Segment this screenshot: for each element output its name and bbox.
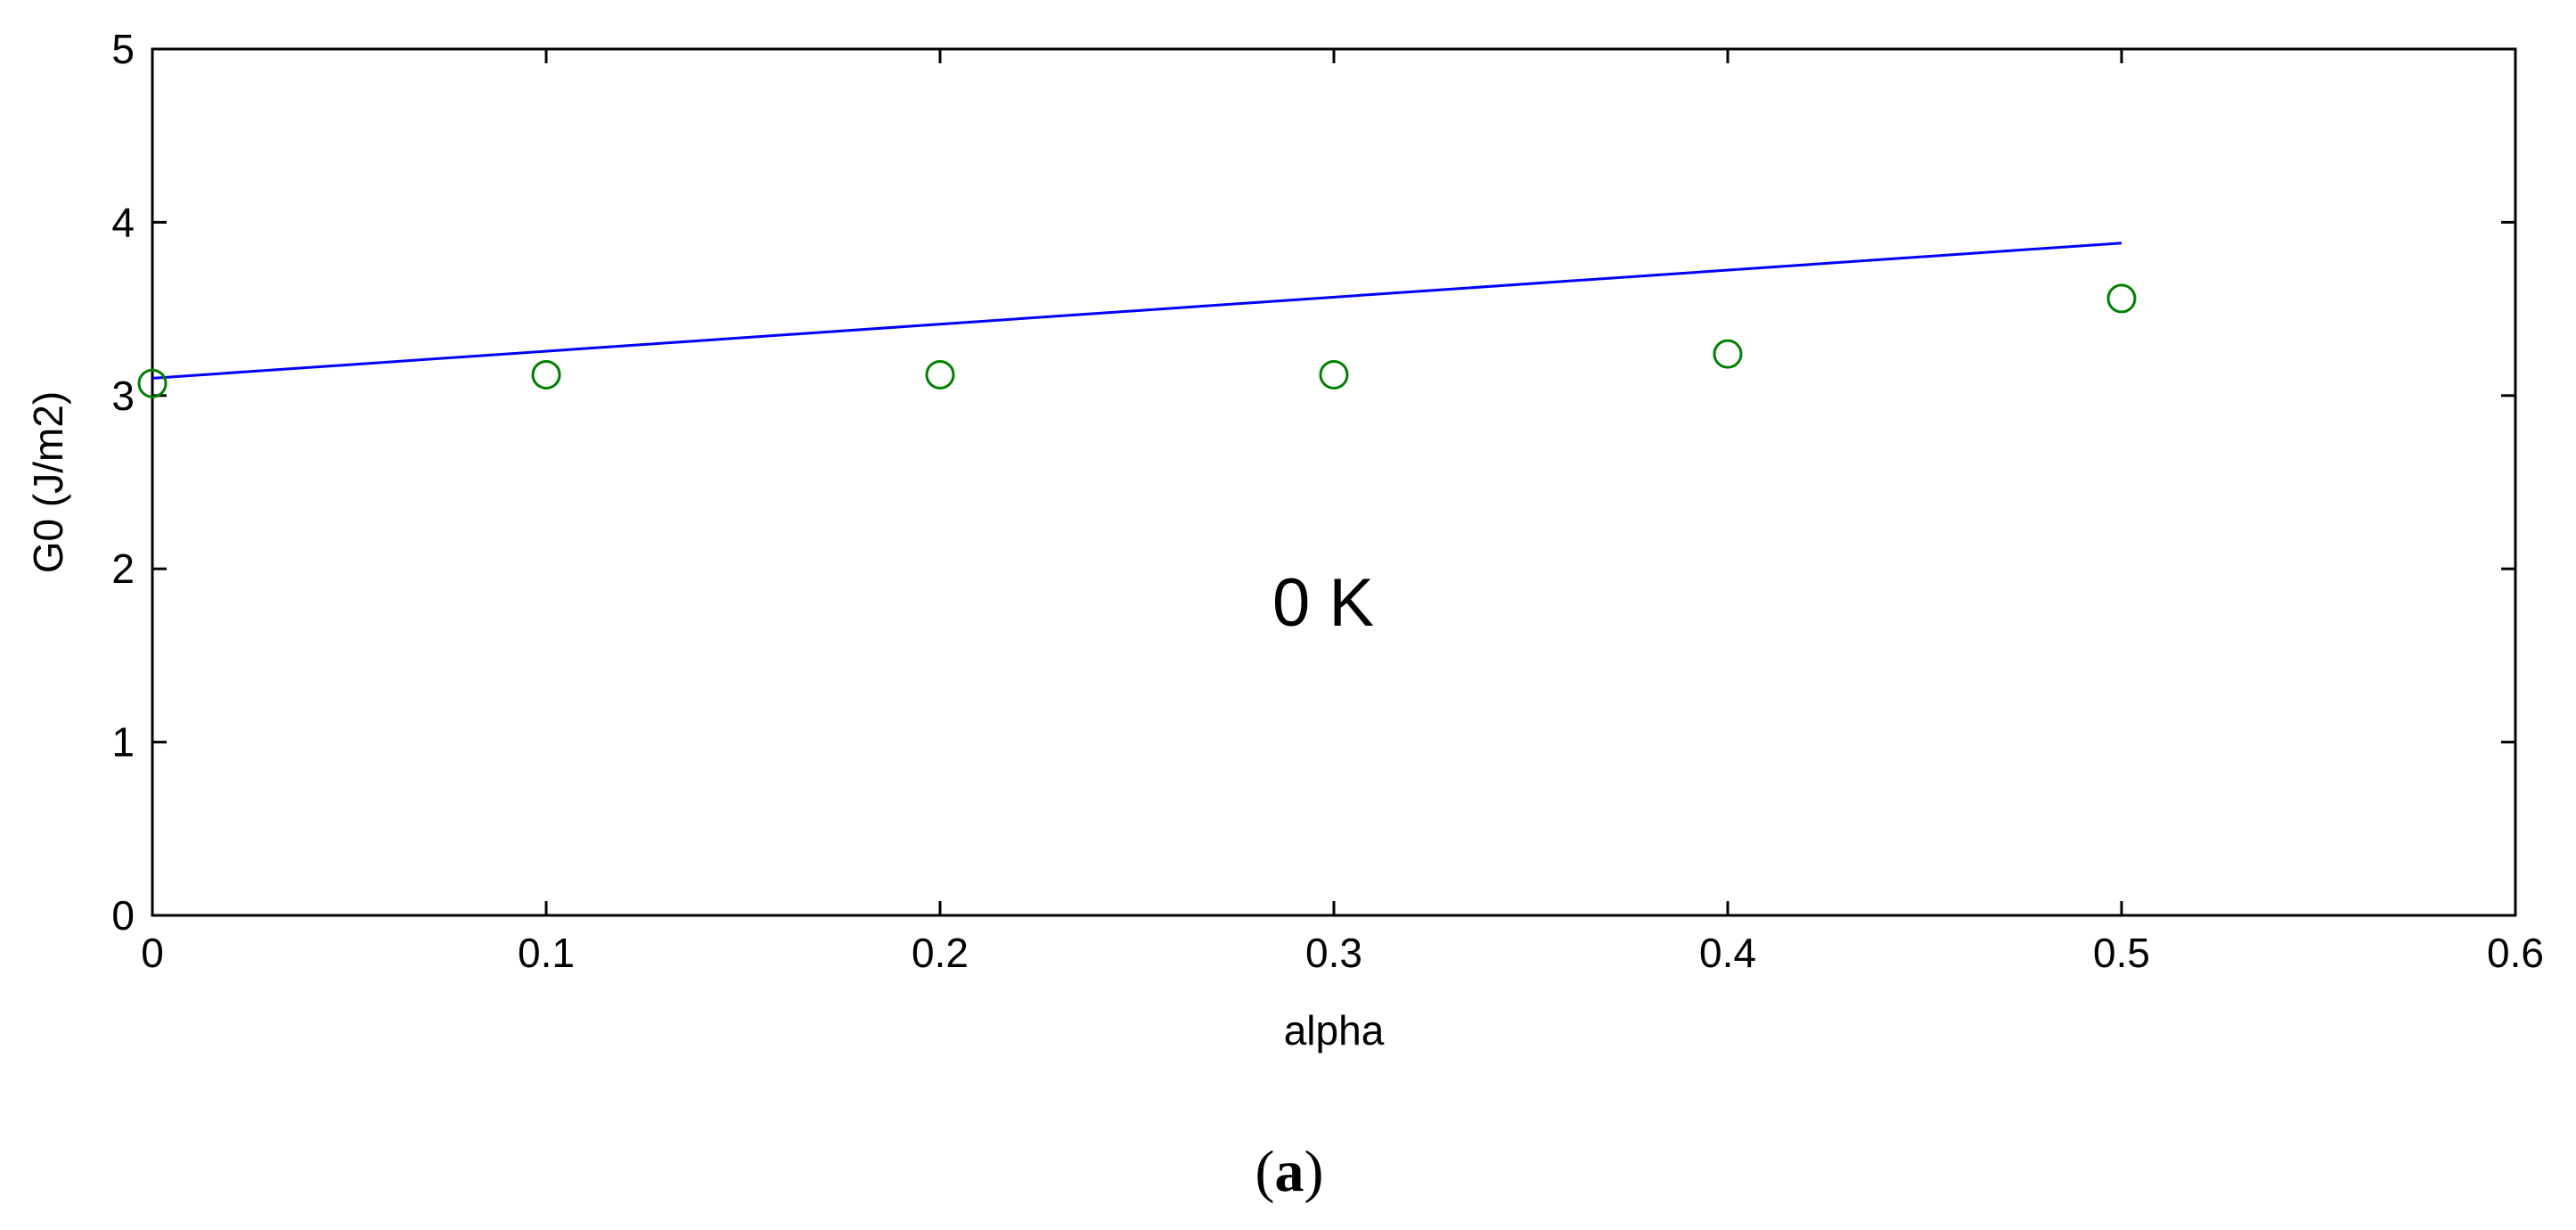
- y-tick-label: 0: [111, 892, 135, 939]
- y-tick-label: 5: [111, 26, 135, 72]
- plot-area: [151, 47, 2517, 917]
- tick-labels: 0 0.1 0.2 0.3 0.4 0.5 0.6 0 1 2 3 4 5: [111, 26, 2544, 976]
- data-point-marker: [925, 359, 955, 390]
- caption-open-paren: (: [1255, 1139, 1275, 1204]
- series-layer: [137, 242, 2137, 398]
- y-axis-label: G0 (J/m2): [25, 391, 71, 573]
- caption-letter: a: [1275, 1139, 1304, 1204]
- y-tick-label: 1: [111, 719, 135, 766]
- x-tick-label: 0.6: [2487, 930, 2544, 976]
- x-tick-label: 0: [141, 930, 164, 976]
- y-tick-label: 3: [111, 373, 135, 419]
- temperature-annotation: 0 K: [1272, 565, 1374, 641]
- data-point-marker: [531, 359, 561, 390]
- data-point-marker: [1713, 339, 1743, 369]
- x-tick-label: 0.4: [1699, 930, 1756, 976]
- x-tick-label: 0.1: [518, 930, 575, 976]
- y-tick-label: 4: [111, 199, 135, 245]
- data-point-marker: [1319, 359, 1349, 390]
- axis-ticks: [151, 47, 2517, 917]
- x-tick-label: 0.2: [912, 930, 969, 976]
- x-tick-label: 0.3: [1305, 930, 1362, 976]
- x-tick-label: 0.5: [2093, 930, 2150, 976]
- x-axis-label: alpha: [1284, 1007, 1385, 1054]
- data-point-marker: [2106, 283, 2137, 314]
- caption-close-paren: ): [1304, 1139, 1324, 1204]
- figure-caption: (a): [1255, 1139, 1324, 1204]
- data-point-marker: [137, 368, 168, 398]
- y-tick-label: 2: [111, 545, 135, 592]
- series-line: [151, 242, 2122, 380]
